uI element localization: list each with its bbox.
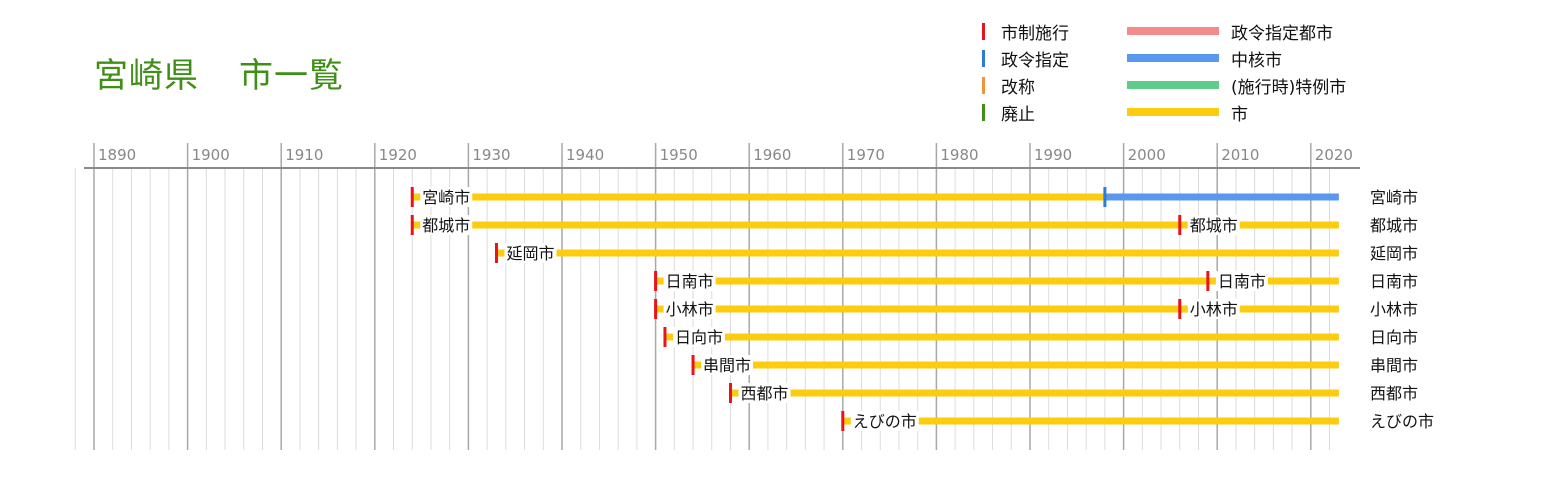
bar-segment — [496, 249, 1339, 257]
city-label: 日南市 — [666, 272, 714, 291]
event-marker — [1178, 299, 1182, 319]
x-tick-label: 1970 — [847, 146, 885, 164]
x-tick-label: 1900 — [192, 146, 230, 164]
legend-item-city-status-start: 市制施行 — [982, 18, 1069, 44]
legend-label-abolished: 廃止 — [1001, 104, 1035, 125]
end-city-label: 宮崎市 — [1370, 188, 1418, 207]
x-tick-label: 1920 — [379, 146, 417, 164]
x-tick-label: 1930 — [472, 146, 510, 164]
city-label: 串間市 — [703, 356, 751, 375]
end-city-label: 日南市 — [1370, 272, 1418, 291]
title-subtitle: 市一覧 — [239, 56, 344, 96]
bar-segment — [655, 305, 1339, 313]
city-label: 日南市 — [1218, 272, 1266, 291]
bar-segment — [412, 221, 1339, 229]
end-city-label: 串間市 — [1370, 356, 1418, 375]
x-tick-label: 2020 — [1315, 146, 1353, 164]
event-marker — [494, 243, 498, 263]
title-prefecture: 宮崎県 — [94, 56, 199, 96]
event-marker — [410, 187, 414, 207]
legend-swatch-city-status-start — [982, 22, 985, 40]
event-marker — [691, 355, 695, 375]
end-city-label: 小林市 — [1370, 300, 1418, 319]
legend-label-ordinance-city: 政令指定都市 — [1231, 23, 1333, 44]
legend-item-special-city: (施行時)特例市 — [1127, 72, 1346, 98]
city-label-background — [663, 299, 716, 319]
legend-item-ordinance-city: 政令指定都市 — [1127, 18, 1333, 44]
city-label: 都城市 — [422, 216, 470, 235]
legend-label-designated: 政令指定 — [1001, 50, 1069, 71]
city-label: 日向市 — [675, 328, 723, 347]
city-label-background — [850, 411, 919, 431]
legend-swatch-city — [1127, 108, 1219, 116]
x-tick-label: 1940 — [566, 146, 604, 164]
legend-item-city: 市 — [1127, 99, 1248, 125]
city-label: えびの市 — [853, 412, 917, 431]
event-marker — [663, 327, 667, 347]
legend-item-abolished: 廃止 — [982, 99, 1035, 125]
event-marker — [841, 411, 845, 431]
city-label: 小林市 — [666, 300, 714, 319]
city-label: 小林市 — [1190, 300, 1238, 319]
city-label-background — [663, 271, 716, 291]
city-label-background — [420, 215, 473, 235]
bar-segment — [693, 361, 1339, 369]
end-city-label: 西都市 — [1370, 384, 1418, 403]
bar-segment — [730, 389, 1339, 397]
event-marker — [1178, 215, 1182, 235]
legend-label-city: 市 — [1231, 104, 1248, 125]
x-tick-label: 1890 — [98, 146, 136, 164]
x-tick-label: 1910 — [285, 146, 323, 164]
legend-item-core-city: 中核市 — [1127, 45, 1282, 71]
legend-swatch-abolished — [982, 103, 985, 121]
legend-swatch-renamed — [982, 76, 985, 94]
event-marker — [728, 383, 732, 403]
end-city-label: 延岡市 — [1370, 244, 1418, 263]
bar-segment — [655, 277, 1339, 285]
legend-item-renamed: 改称 — [982, 72, 1035, 98]
end-city-label: 都城市 — [1370, 216, 1418, 235]
x-tick-label: 1980 — [940, 146, 978, 164]
city-label-background — [1187, 215, 1240, 235]
page-title: 宮崎県 市一覧 — [94, 48, 344, 97]
x-tick-label: 1960 — [753, 146, 791, 164]
city-label-background — [420, 187, 473, 207]
legend-swatch-core-city — [1127, 54, 1219, 62]
legend: 市制施行 政令指定 改称 廃止 政令指定都市 中核市 (施行時)特例市 市 — [982, 18, 1402, 130]
legend-label-city-status-start: 市制施行 — [1001, 23, 1069, 44]
end-city-label: えびの市 — [1370, 412, 1434, 431]
event-marker — [1206, 271, 1210, 291]
city-label-background — [1215, 271, 1268, 291]
city-label: 宮崎市 — [422, 188, 470, 207]
x-tick-label: 2000 — [1128, 146, 1166, 164]
city-label: 延岡市 — [506, 244, 554, 263]
event-marker — [654, 299, 658, 319]
legend-swatch-special-city — [1127, 81, 1219, 89]
x-tick-label: 2010 — [1221, 146, 1259, 164]
end-city-label: 日向市 — [1370, 328, 1418, 347]
city-label: 西都市 — [740, 384, 788, 403]
city-label-background — [672, 327, 725, 347]
legend-label-special-city: (施行時)特例市 — [1231, 77, 1347, 98]
bar-segment — [1104, 193, 1339, 201]
event-marker — [654, 271, 658, 291]
event-marker — [1103, 187, 1107, 207]
legend-label-core-city: 中核市 — [1231, 50, 1282, 71]
city-label-background — [738, 383, 791, 403]
legend-label-renamed: 改称 — [1001, 77, 1035, 98]
legend-swatch-ordinance-city — [1127, 27, 1219, 35]
x-tick-label: 1950 — [660, 146, 698, 164]
bar-segment — [842, 417, 1339, 425]
x-tick-label: 1990 — [1034, 146, 1072, 164]
legend-swatch-designated — [982, 49, 985, 67]
legend-item-designated: 政令指定 — [982, 45, 1069, 71]
bar-segment — [412, 193, 1105, 201]
city-label: 都城市 — [1190, 216, 1238, 235]
city-label-background — [504, 243, 557, 263]
bar-segment — [664, 333, 1339, 341]
city-label-background — [1187, 299, 1240, 319]
event-marker — [410, 215, 414, 235]
city-label-background — [701, 355, 754, 375]
